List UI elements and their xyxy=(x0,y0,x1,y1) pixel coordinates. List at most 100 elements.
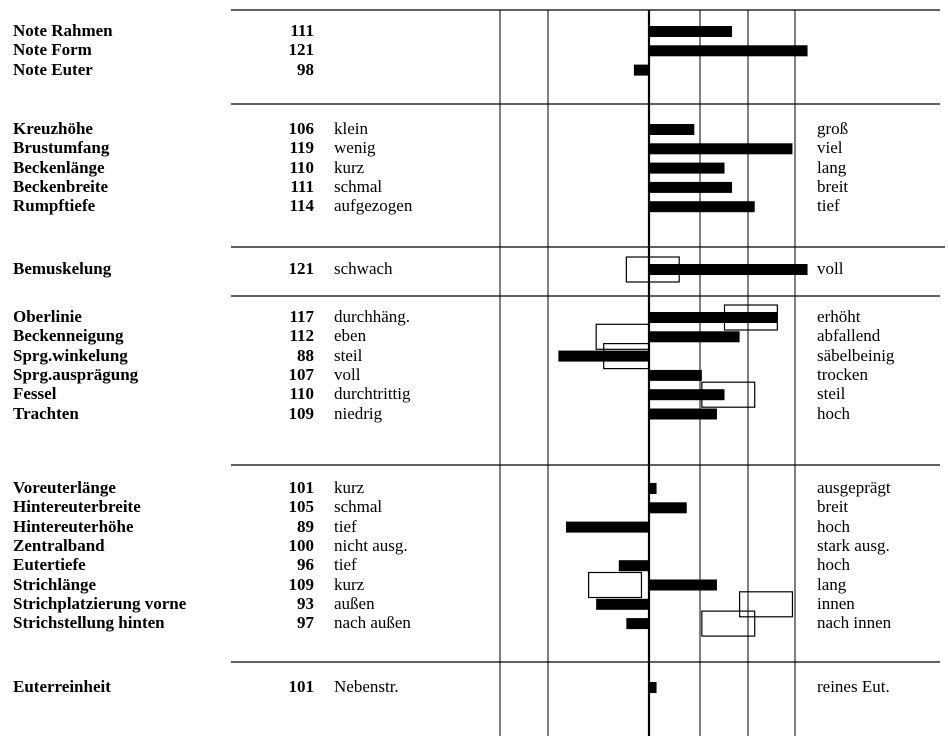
trait-label: Kreuzhöhe xyxy=(13,119,93,138)
trait-label: Hintereuterbreite xyxy=(13,497,141,517)
bar xyxy=(649,45,808,57)
low-extreme-label: wenig xyxy=(334,138,376,158)
value-label: 96 xyxy=(297,555,314,575)
low-extreme-label: niedrig xyxy=(334,403,383,423)
value-label: 101 xyxy=(288,677,315,696)
bar xyxy=(649,181,733,193)
range-box xyxy=(701,610,756,637)
trait-label: Oberlinie xyxy=(13,307,82,326)
range-box xyxy=(595,323,650,350)
bar xyxy=(649,331,740,343)
high-extreme-label: tief xyxy=(817,196,840,216)
trait-label: Strichplatzierung vorne xyxy=(13,593,187,613)
value-label: 109 xyxy=(288,403,315,423)
low-extreme-label: kurz xyxy=(334,157,365,177)
low-extreme-label: außen xyxy=(334,593,375,613)
bar xyxy=(649,540,650,552)
bar xyxy=(649,312,778,323)
trait-label: Note Euter xyxy=(13,59,93,79)
trait-label: Trachten xyxy=(13,403,79,423)
high-extreme-label: erhöht xyxy=(817,307,861,326)
high-extreme-label: ausgeprägt xyxy=(817,478,891,497)
bar xyxy=(649,369,702,381)
range-box xyxy=(587,571,643,599)
value-label: 114 xyxy=(289,196,314,216)
trait-label: Voreuterlänge xyxy=(13,478,116,497)
value-label: 98 xyxy=(297,59,314,79)
value-label: 117 xyxy=(289,307,314,326)
value-label: 111 xyxy=(290,21,314,40)
bar xyxy=(649,124,695,135)
value-label: 100 xyxy=(288,535,315,555)
bar xyxy=(649,502,687,514)
value-label: 107 xyxy=(288,364,315,384)
bar xyxy=(618,560,649,572)
high-extreme-label: hoch xyxy=(817,403,851,423)
value-label: 121 xyxy=(288,259,315,278)
low-extreme-label: kurz xyxy=(334,478,365,497)
bar xyxy=(649,264,808,275)
bar xyxy=(649,682,657,693)
trait-label: Sprg.winkelung xyxy=(13,345,128,365)
trait-label: Fessel xyxy=(13,384,57,404)
value-label: 93 xyxy=(297,593,314,613)
value-label: 89 xyxy=(297,516,314,536)
low-extreme-label: durchtrittig xyxy=(334,384,411,404)
trait-label: Beckenbreite xyxy=(13,176,109,196)
value-label: 119 xyxy=(289,138,314,158)
low-extreme-label: nach außen xyxy=(334,613,411,633)
bar xyxy=(596,598,649,610)
high-extreme-label: viel xyxy=(817,138,843,158)
low-extreme-label: tief xyxy=(334,555,357,575)
value-label: 110 xyxy=(289,157,314,177)
high-extreme-label: lang xyxy=(817,157,847,177)
trait-label: Hintereuterhöhe xyxy=(13,516,134,536)
trait-label: Note Rahmen xyxy=(13,21,113,40)
value-label: 110 xyxy=(289,384,314,404)
value-label: 111 xyxy=(290,176,314,196)
low-extreme-label: Nebenstr. xyxy=(334,677,399,696)
low-extreme-label: schwach xyxy=(334,259,393,278)
high-extreme-label: hoch xyxy=(817,516,851,536)
low-extreme-label: klein xyxy=(334,119,368,138)
range-box xyxy=(603,343,650,370)
low-extreme-label: schmal xyxy=(334,497,383,517)
value-label: 88 xyxy=(297,345,314,365)
high-extreme-label: breit xyxy=(817,176,849,196)
bar xyxy=(649,408,717,420)
low-extreme-label: schmal xyxy=(334,176,383,196)
value-label: 105 xyxy=(288,497,315,517)
high-extreme-label: breit xyxy=(817,497,849,517)
bar xyxy=(649,143,793,155)
high-extreme-label: steil xyxy=(817,384,846,404)
low-extreme-label: aufgezogen xyxy=(334,196,413,216)
low-extreme-label: voll xyxy=(334,364,361,384)
value-label: 109 xyxy=(288,574,315,594)
bar xyxy=(649,162,725,174)
trait-label: Brustumfang xyxy=(13,138,110,158)
bar xyxy=(649,26,733,37)
bars xyxy=(558,26,808,693)
trait-label: Euterreinheit xyxy=(13,677,111,696)
range-box xyxy=(625,256,680,283)
bar xyxy=(565,521,649,533)
high-extreme-label: abfallend xyxy=(817,326,881,346)
trait-label: Beckenlänge xyxy=(13,157,105,177)
low-extreme-label: durchhäng. xyxy=(334,307,411,326)
high-extreme-label: innen xyxy=(817,593,855,613)
trait-label: Beckenneigung xyxy=(13,326,124,346)
low-extreme-label: nicht ausg. xyxy=(334,535,408,555)
bar xyxy=(649,389,725,401)
trait-label: Eutertiefe xyxy=(13,555,86,575)
bar xyxy=(626,618,649,630)
high-extreme-label: groß xyxy=(817,119,849,138)
high-extreme-label: reines Eut. xyxy=(817,677,890,696)
low-extreme-label: eben xyxy=(334,326,367,346)
range-boxes xyxy=(587,256,794,637)
value-label: 121 xyxy=(288,40,315,60)
high-extreme-label: säbelbeinig xyxy=(817,345,895,365)
high-extreme-label: hoch xyxy=(817,555,851,575)
trait-label: Strichlänge xyxy=(13,574,97,594)
high-extreme-label: lang xyxy=(817,574,847,594)
low-extreme-label: steil xyxy=(334,345,363,365)
